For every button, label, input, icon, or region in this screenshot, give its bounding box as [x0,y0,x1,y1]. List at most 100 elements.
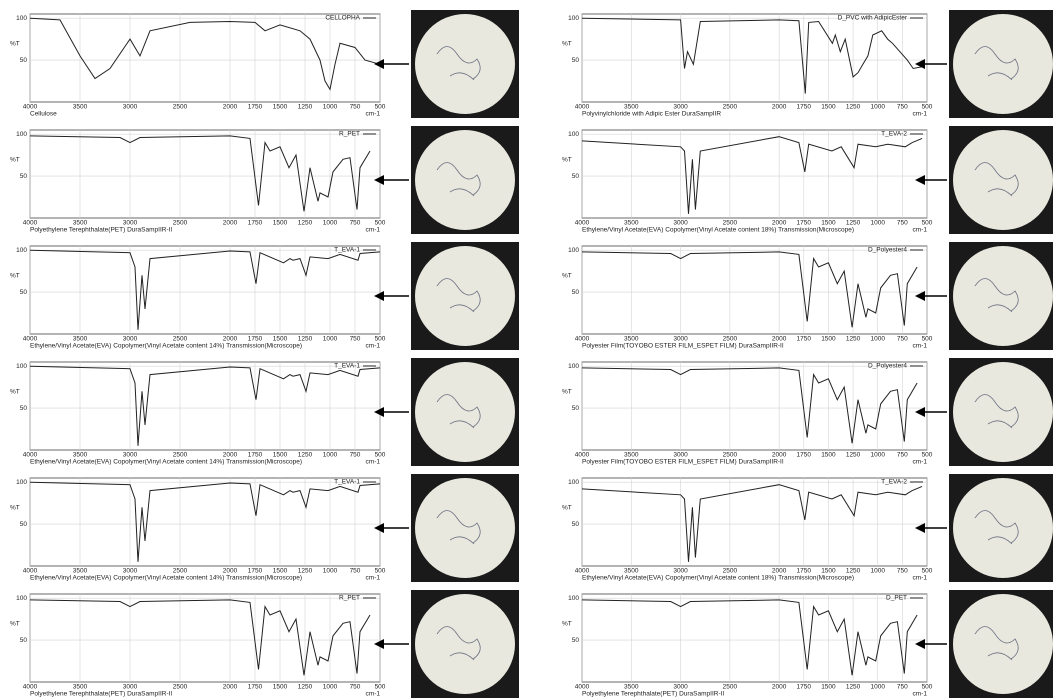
y-axis-label: %T [562,389,572,396]
x-axis-label: cm-1 [366,343,381,350]
spectrum-line [29,599,371,676]
y-axis-label: %T [562,621,572,628]
x-tick-label: 2000 [223,452,238,459]
x-tick-label: 500 [375,568,386,575]
x-tick-label: 3000 [673,104,688,111]
caption: Ethylene/Vinyl Acetate(EVA) Copolymer(Vi… [30,343,302,350]
y-axis-label: %T [10,505,20,512]
arrow-head [374,639,384,649]
legend-label: D_Polyester4 [868,247,907,254]
x-tick-label: 1000 [870,452,885,459]
fiber-sketch [974,278,1019,313]
microscope-photo [953,478,1053,578]
y-tick-label: 50 [20,289,28,296]
x-tick-label: 1500 [273,684,288,691]
spectrum-line [581,367,918,444]
y-axis-label: %T [10,273,20,280]
y-tick-label: 100 [16,479,27,486]
x-tick-label: 1500 [821,220,836,227]
x-tick-label: 1250 [298,104,313,111]
y-axis-label: %T [562,505,572,512]
x-tick-label: 1250 [846,104,861,111]
x-tick-label: 1750 [797,336,812,343]
y-tick-label: 50 [572,405,580,412]
x-tick-label: 1750 [797,452,812,459]
x-tick-label: 1500 [821,336,836,343]
x-tick-label: 1000 [870,104,885,111]
x-tick-label: 1500 [273,568,288,575]
x-tick-label: 4000 [23,568,38,575]
x-tick-label: 1500 [821,104,836,111]
x-tick-label: 1000 [870,684,885,691]
x-tick-label: 1500 [273,452,288,459]
x-tick-label: 1250 [846,568,861,575]
microscope-photo [415,362,515,462]
y-tick-label: 100 [16,595,27,602]
x-tick-label: 1500 [273,220,288,227]
x-tick-label: 4000 [575,104,590,111]
x-tick-label: 3000 [123,104,138,111]
arrow-head [915,523,925,533]
x-tick-label: 3000 [123,452,138,459]
x-tick-label: 2000 [223,220,238,227]
y-tick-label: 100 [16,247,27,254]
x-tick-label: 750 [897,684,908,691]
plot-frame [581,361,928,451]
legend-label: T_EVA-1 [334,479,360,486]
arrow-head [915,59,925,69]
caption: Cellulose [30,111,57,118]
x-tick-label: 1250 [846,220,861,227]
x-tick-label: 3000 [673,336,688,343]
x-tick-label: 2000 [223,104,238,111]
legend-label: T_EVA-2 [881,479,907,486]
y-axis-label: %T [10,389,20,396]
arrow-head [374,523,384,533]
x-axis-label: cm-1 [913,575,928,582]
spectrum-line [29,249,381,330]
x-tick-label: 3000 [673,684,688,691]
caption: Polyethylene Terephthalate(PET) DuraSamp… [30,691,172,698]
caption: Polyethylene Terephthalate(PET) DuraSamp… [30,227,172,234]
x-tick-label: 2000 [772,568,787,575]
plot-frame [29,245,381,335]
x-tick-label: 2000 [772,684,787,691]
y-tick-label: 50 [572,521,580,528]
x-tick-label: 750 [897,452,908,459]
y-tick-label: 50 [572,57,580,64]
arrow-head [915,407,925,417]
plot-frame [29,13,381,103]
fiber-sketch [436,162,481,197]
spectrum-panel: 4000 3500 3000 2500 2000 1750 1500 1250 1000 750 5… [10,474,519,582]
y-axis-label: %T [10,157,20,164]
caption: Polyester Film(TOYOBO ESTER FILM_ESPET F… [582,459,784,466]
arrow-head [374,291,384,301]
spectrum-panel: 4000 3500 3000 2500 2000 1750 1500 1250 1000 750 5… [10,358,519,466]
microscope-photo [415,130,515,230]
x-axis-label: cm-1 [913,111,928,118]
x-tick-label: 1000 [323,684,338,691]
spectrum-line [581,251,918,328]
y-axis-label: %T [562,41,572,48]
plot-frame [581,593,928,683]
x-tick-label: 500 [922,104,933,111]
x-tick-label: 4000 [575,336,590,343]
x-tick-label: 2000 [223,568,238,575]
y-tick-label: 50 [20,405,28,412]
fiber-sketch [974,394,1019,429]
spectrum-line [29,17,381,91]
caption: Ethylene/Vinyl Acetate(EVA) Copolymer(Vi… [30,459,302,466]
y-tick-label: 50 [20,521,28,528]
x-axis-label: cm-1 [366,575,381,582]
x-tick-label: 3000 [123,684,138,691]
x-tick-label: 1500 [821,452,836,459]
legend-label: R_PET [339,131,360,138]
x-tick-label: 3000 [123,220,138,227]
x-tick-label: 3000 [123,336,138,343]
spectrum-panel: 4000 3500 3000 2500 2000 1750 1500 1250 1000 750 5… [10,590,519,698]
x-tick-label: 1500 [273,104,288,111]
spectrum-panel: 4000 3500 3000 2500 2000 1750 1500 1250 1000 750 5… [562,474,1053,582]
x-tick-label: 1750 [248,104,263,111]
fiber-sketch [436,394,481,429]
x-tick-label: 1750 [797,568,812,575]
x-tick-label: 1250 [298,568,313,575]
